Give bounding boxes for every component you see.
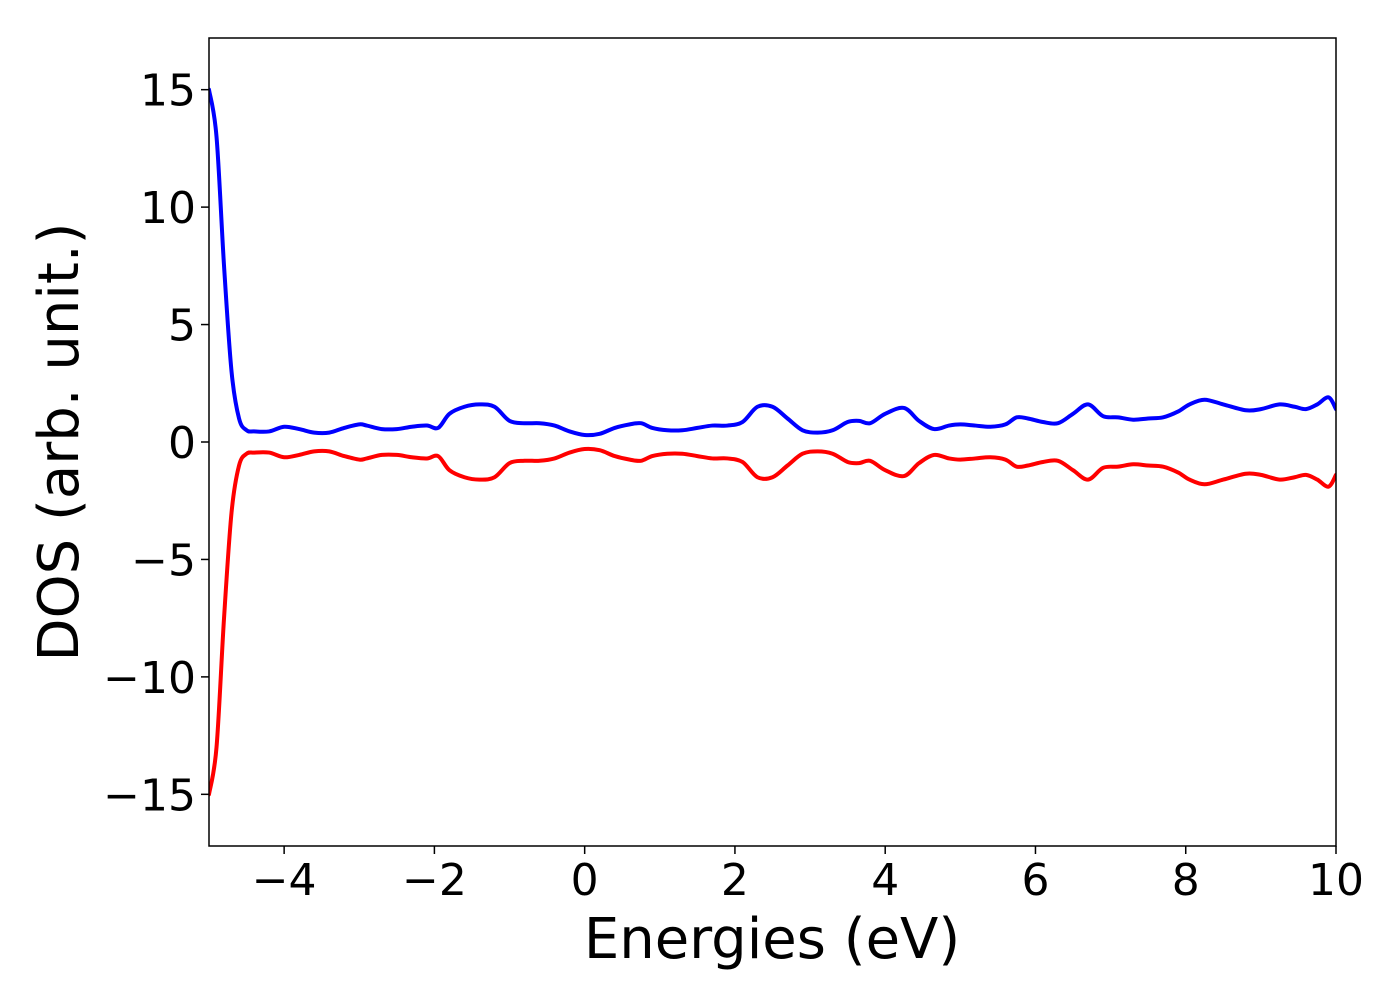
y-axis-ticks: −15 −10 −5 0 5 10 15 — [103, 66, 209, 821]
series-line-1 — [209, 87, 1336, 438]
x-tick-label: 10 — [1308, 855, 1364, 906]
y-tick-label: 15 — [140, 66, 196, 117]
y-tick-label: 5 — [168, 301, 196, 352]
y-axis-label: DOS (arb. unit.) — [27, 222, 92, 661]
series-line-2 — [209, 446, 1336, 797]
y-tick-label: 10 — [140, 183, 196, 234]
series-layer — [209, 87, 1336, 797]
x-tick-label: −4 — [252, 855, 317, 906]
x-axis-label: Energies (eV) — [584, 907, 960, 972]
x-tick-label: 6 — [1021, 855, 1049, 906]
x-axis-ticks: −4 −2 0 2 4 6 8 10 — [252, 846, 1364, 906]
y-tick-label: −10 — [103, 653, 196, 704]
x-tick-label: 8 — [1172, 855, 1200, 906]
y-tick-label: −5 — [131, 535, 196, 586]
x-tick-label: −2 — [402, 855, 467, 906]
y-tick-label: 0 — [168, 418, 196, 469]
x-tick-label: 4 — [871, 855, 899, 906]
x-tick-label: 2 — [721, 855, 749, 906]
x-tick-label: 0 — [571, 855, 599, 906]
plot-frame — [208, 37, 1337, 847]
y-tick-label: −15 — [103, 770, 196, 821]
